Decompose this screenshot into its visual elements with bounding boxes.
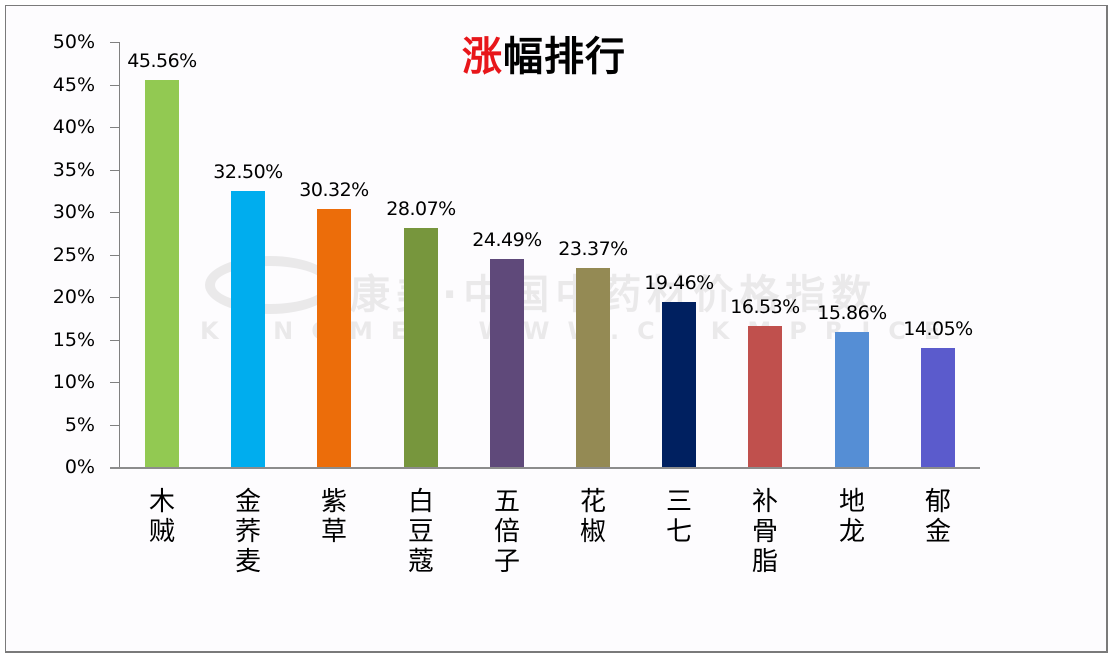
bar-value-label: 15.86% (817, 302, 887, 325)
bar-value-label: 32.50% (213, 160, 283, 183)
bar-value-label: 30.32% (299, 179, 369, 202)
y-axis-line (119, 42, 120, 468)
category-label: 木贼 (148, 487, 175, 547)
bar-value-label: 16.53% (730, 296, 800, 319)
y-tick-mark (110, 42, 119, 43)
chart-title-accent: 涨 (462, 34, 503, 80)
category-label: 地龙 (838, 487, 865, 547)
bar-value-label: 23.37% (558, 238, 628, 261)
category-label: 补骨脂 (751, 487, 778, 577)
y-tick-label: 20% (52, 286, 95, 308)
y-tick-label: 0% (64, 456, 95, 478)
y-tick-mark (110, 424, 119, 426)
y-tick-label: 25% (52, 243, 95, 266)
bar (404, 228, 438, 467)
bar-value-label: 24.49% (472, 228, 542, 251)
y-tick-label: 10% (52, 371, 95, 393)
y-tick-label: 30% (52, 201, 95, 223)
bar-value-label: 14.05% (903, 317, 973, 340)
bar (145, 79, 179, 467)
category-label: 郁金 (924, 487, 951, 547)
y-tick-label: 15% (52, 328, 95, 351)
bar (576, 268, 610, 467)
category-label: 紫草 (320, 487, 347, 547)
y-tick-label: 40% (52, 116, 95, 138)
chart-title: 涨幅排行 (462, 30, 626, 84)
chart-frame (5, 5, 1108, 653)
bar (921, 347, 955, 467)
y-tick-label: 50% (52, 31, 95, 53)
y-tick-mark (110, 212, 119, 213)
bar (662, 301, 696, 467)
category-label: 五倍子 (493, 487, 520, 577)
category-label: 金荞麦 (234, 487, 261, 577)
y-tick-mark (110, 169, 119, 171)
bar-value-label: 45.56% (127, 49, 197, 72)
y-tick-mark (110, 254, 119, 256)
y-tick-mark (110, 297, 119, 298)
y-tick-label: 5% (64, 413, 95, 436)
y-tick-label: 35% (52, 158, 95, 181)
bar (317, 209, 351, 467)
y-tick-mark (110, 127, 119, 128)
chart-title-rest: 幅排行 (503, 34, 626, 80)
bar-value-label: 28.07% (386, 198, 456, 221)
category-label: 花椒 (579, 487, 606, 547)
bar (231, 190, 265, 467)
y-tick-mark (110, 382, 119, 383)
y-tick-mark (110, 84, 119, 86)
category-label: 白豆蔻 (407, 487, 434, 577)
y-tick-mark (110, 339, 119, 341)
category-label: 三七 (665, 487, 692, 547)
bar (835, 332, 869, 467)
bar (490, 258, 524, 467)
bar (748, 326, 782, 467)
bar-value-label: 19.46% (644, 271, 714, 294)
x-axis-line (110, 467, 980, 469)
y-tick-label: 45% (52, 73, 95, 96)
